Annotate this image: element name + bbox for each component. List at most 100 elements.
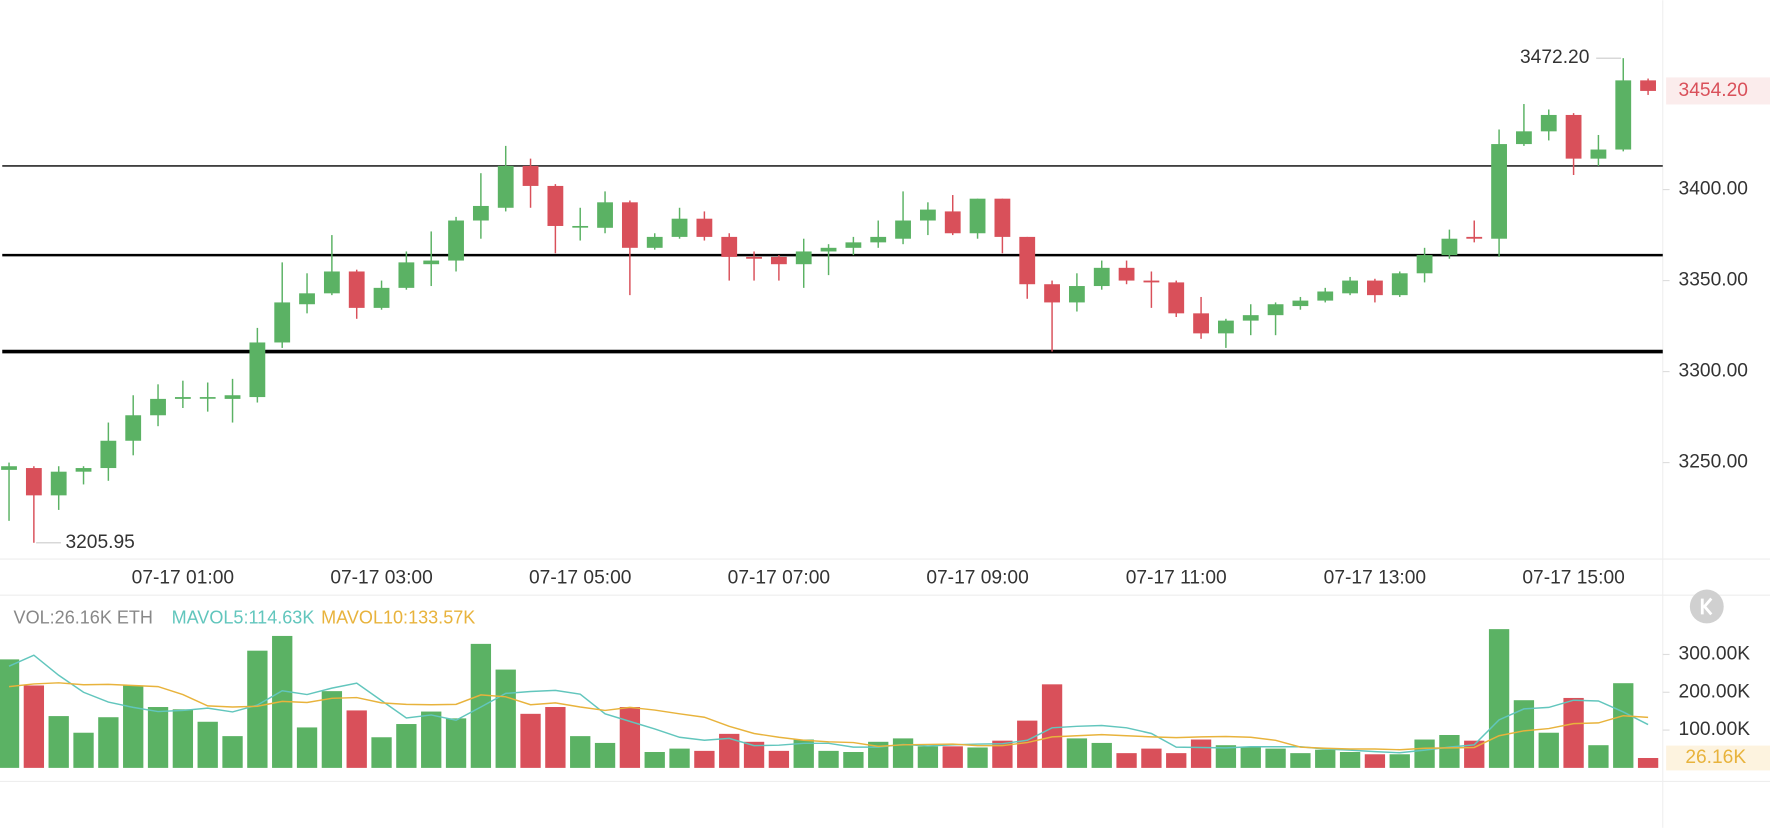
candle-body <box>746 256 762 259</box>
candle-body <box>820 247 837 252</box>
ma-line <box>8 682 1649 751</box>
volume-bar <box>98 717 119 768</box>
volume-bar <box>470 643 492 768</box>
volume-bar <box>1215 745 1237 768</box>
candle-body <box>994 198 1011 237</box>
candle-body <box>1168 282 1185 314</box>
volume-bar <box>1414 739 1435 768</box>
candle-body <box>1640 80 1656 91</box>
candle-body <box>770 256 787 265</box>
volume-bar <box>1166 753 1187 768</box>
k-icon <box>1700 597 1713 616</box>
candle-body <box>75 468 92 472</box>
candle-body <box>1044 284 1060 303</box>
volume-bar <box>0 659 20 768</box>
candle-body <box>547 185 564 226</box>
k-button[interactable] <box>1689 589 1724 624</box>
candle-body <box>919 209 936 221</box>
candle-body <box>249 342 266 398</box>
candle-body <box>100 440 117 469</box>
x-tick-label: 07-17 09:00 <box>926 567 1028 588</box>
x-tick-label: 07-17 11:00 <box>1126 567 1227 588</box>
volume-bar <box>371 737 392 768</box>
volume-bar <box>1315 749 1336 768</box>
candle-body <box>373 287 390 308</box>
candle-body <box>1 466 17 470</box>
candle-body <box>696 218 713 237</box>
volume-bar <box>147 707 169 768</box>
candle-body <box>1367 280 1383 296</box>
last-price-label: 3454.20 <box>1679 80 1748 101</box>
volume-bar <box>644 752 665 768</box>
candle-body <box>597 202 613 228</box>
candle-body <box>1242 315 1259 321</box>
candle-body <box>323 271 340 294</box>
volume-bar <box>1588 745 1609 768</box>
volume-bar <box>1389 754 1410 768</box>
candle-body <box>1267 304 1284 316</box>
candle-body <box>1019 236 1036 285</box>
candle-body <box>448 220 464 261</box>
volume-bar <box>296 727 318 768</box>
volume-bar <box>768 750 790 768</box>
volume-bar <box>1513 700 1535 768</box>
candle-body <box>25 468 42 496</box>
x-tick-label: 07-17 03:00 <box>330 567 432 588</box>
candle-body <box>199 397 216 399</box>
volume-bar <box>396 724 417 768</box>
y-tick-label: 3250.00 <box>1679 452 1748 473</box>
y-tick-label: 3350.00 <box>1679 270 1748 291</box>
volume-bar <box>495 669 516 768</box>
volume-bar <box>1265 748 1286 768</box>
candle-body <box>621 202 638 248</box>
candle-body <box>125 415 142 441</box>
y-tick-label: 3300.00 <box>1679 361 1748 382</box>
volume-bar <box>1339 752 1361 768</box>
volume-bar <box>967 747 988 768</box>
volume-bar <box>1290 753 1311 768</box>
volume-bar <box>619 707 641 768</box>
candle-body <box>1416 255 1433 274</box>
candle-body <box>1292 300 1309 307</box>
volume-legend: VOL:26.16K ETH <box>14 608 153 628</box>
high-label: 3472.20 <box>1520 47 1589 68</box>
volume-bar <box>818 750 839 768</box>
candle-body <box>348 271 365 308</box>
candle-body <box>472 205 489 221</box>
volume-bar <box>73 732 94 768</box>
candle-body <box>1093 267 1110 287</box>
volume-bar <box>23 685 45 768</box>
candle-body <box>1143 280 1160 283</box>
volume-bar <box>123 685 144 768</box>
candle-body <box>522 165 539 186</box>
candle-body <box>870 236 887 243</box>
candle-body <box>398 262 415 288</box>
volume-bar <box>694 750 715 768</box>
volume-bar <box>942 746 963 768</box>
volume-bar <box>1240 747 1261 768</box>
y-tick-label: 300.00K <box>1679 644 1751 665</box>
volume-bar <box>1190 739 1212 768</box>
y-tick-label: 100.00K <box>1679 719 1751 740</box>
x-tick-label: 07-17 01:00 <box>132 567 234 588</box>
volume-bar <box>346 710 367 768</box>
volume-bar <box>445 718 467 768</box>
volume-bar <box>1637 757 1659 768</box>
candle-body <box>174 397 191 399</box>
candle-body <box>1218 320 1234 334</box>
legend-entry: MAVOL5:114.63K <box>172 608 315 628</box>
volume-bar <box>1364 754 1386 768</box>
x-tick-label: 07-17 05:00 <box>529 567 631 588</box>
candle-body <box>1342 280 1358 294</box>
volume-bar <box>719 733 740 768</box>
volume-bar <box>1439 734 1460 768</box>
volume-bar <box>1563 697 1584 768</box>
volume-bar <box>843 752 864 768</box>
volume-bar <box>1041 684 1063 768</box>
candle-body <box>50 471 67 496</box>
volume-bar <box>321 691 343 768</box>
x-tick-label: 07-17 07:00 <box>728 567 830 588</box>
candle-body <box>646 236 663 248</box>
volume-bar <box>570 736 591 768</box>
